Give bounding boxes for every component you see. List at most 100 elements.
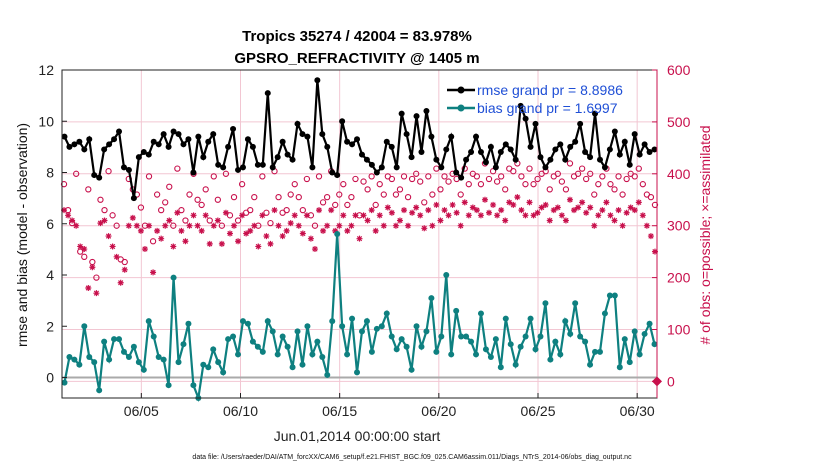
obs-assimilated-point xyxy=(222,209,229,216)
obs-possible-point xyxy=(113,222,120,229)
obs-assimilated-point xyxy=(510,201,517,208)
rmse-point xyxy=(443,146,450,153)
bias-point xyxy=(621,336,628,343)
obs-assimilated-point xyxy=(214,217,221,224)
legend-bias-marker xyxy=(457,104,465,112)
bias-point xyxy=(562,318,569,325)
obs-possible-point xyxy=(137,204,145,211)
chart-title-line2: GPSRO_REFRACTIVITY @ 1405 m xyxy=(234,50,479,67)
bias-point xyxy=(626,359,633,366)
rmse-point xyxy=(215,161,222,168)
obs-possible-point xyxy=(441,173,448,180)
bias-point xyxy=(582,338,589,345)
obs-possible-point xyxy=(554,170,561,177)
bias-point xyxy=(502,315,509,322)
rmse-point xyxy=(91,172,98,179)
rmse-point xyxy=(368,161,375,168)
rmse-point xyxy=(81,146,88,153)
obs-assimilated-point xyxy=(61,207,68,214)
obs-assimilated-point xyxy=(481,196,488,203)
bias-point xyxy=(517,343,524,350)
bias-point xyxy=(532,346,539,353)
obs-possible-point xyxy=(485,175,493,183)
x-tick-label: 06/20 xyxy=(421,403,456,419)
rmse-point xyxy=(552,146,559,153)
obs-assimilated-point xyxy=(251,222,258,229)
rmse-point xyxy=(592,110,599,117)
x-axis-label: Jun.01,2014 00:00:00 start xyxy=(274,428,441,444)
rmse-point xyxy=(577,120,584,127)
obs-assimilated-point xyxy=(283,227,290,234)
bias-point xyxy=(408,366,415,373)
obs-possible-point xyxy=(583,175,590,183)
obs-assimilated-point xyxy=(473,207,480,214)
rmse-point xyxy=(626,161,633,168)
obs-possible-point xyxy=(101,206,108,214)
obs-possible-point xyxy=(105,168,112,175)
bias-point xyxy=(368,348,375,355)
rmse-point xyxy=(354,136,361,143)
obs-possible-point xyxy=(562,186,570,193)
obs-assimilated-point xyxy=(506,199,513,206)
obs-possible-point xyxy=(174,165,181,172)
obs-possible-point xyxy=(425,173,432,180)
rmse-point xyxy=(349,141,356,148)
bias-point xyxy=(448,351,455,358)
obs-assimilated-point xyxy=(376,212,383,219)
obs-assimilated-point xyxy=(65,212,72,219)
obs-possible-point xyxy=(639,181,646,188)
rmse-point xyxy=(378,164,385,171)
bias-point xyxy=(482,346,489,353)
bias-point xyxy=(120,348,127,355)
bias-point xyxy=(150,333,157,340)
obs-possible-point xyxy=(295,194,302,201)
obs-assimilated-point xyxy=(344,227,351,234)
obs-assimilated-point xyxy=(158,235,165,242)
obs-possible-point xyxy=(392,191,400,198)
bias-point xyxy=(170,274,177,281)
obs-possible-point xyxy=(194,196,201,203)
bias-point xyxy=(577,333,584,340)
rmse-point xyxy=(274,154,281,161)
obs-possible-point xyxy=(336,191,343,198)
bias-point xyxy=(116,336,123,343)
rmse-point xyxy=(230,125,237,132)
bias-point xyxy=(443,272,450,278)
obs-assimilated-point xyxy=(336,222,343,229)
obs-assimilated-point xyxy=(113,253,120,260)
rmse-point xyxy=(477,149,484,155)
obs-assimilated-point xyxy=(498,207,505,214)
obs-possible-point xyxy=(631,173,638,180)
rmse-point xyxy=(150,138,157,145)
rmse-point xyxy=(334,172,341,179)
rmse-point xyxy=(448,133,455,140)
rmse-point xyxy=(160,131,167,138)
obs-assimilated-point xyxy=(206,240,213,247)
obs-assimilated-point xyxy=(384,204,391,211)
obs-possible-point xyxy=(352,175,359,183)
rmse-point xyxy=(101,146,108,153)
bias-point xyxy=(373,325,380,332)
obs-assimilated-point xyxy=(279,233,286,240)
rmse-point xyxy=(388,143,395,150)
bias-point xyxy=(329,318,336,325)
obs-assimilated-point xyxy=(170,243,177,250)
obs-possible-point xyxy=(651,201,659,209)
x-axis-ticks: 06/05 06/10 06/15 06/20 06/25 06/30 xyxy=(124,393,655,419)
obs-possible-point xyxy=(368,173,375,180)
rmse-point xyxy=(135,154,142,161)
rmse-point xyxy=(507,146,514,153)
obs-possible-point xyxy=(121,258,128,266)
obs-assimilated-point xyxy=(635,199,642,206)
rmse-point xyxy=(611,128,618,135)
bias-point xyxy=(225,336,232,343)
rmse-series xyxy=(61,77,658,202)
rmse-point xyxy=(363,156,370,163)
obs-assimilated-point xyxy=(364,217,371,224)
obs-assimilated-point xyxy=(380,222,387,229)
rmse-point xyxy=(567,143,574,150)
obs-assimilated-point xyxy=(121,266,128,273)
rmse-point xyxy=(180,141,187,148)
obs-assimilated-point xyxy=(275,222,282,229)
obs-possible-point xyxy=(315,173,323,180)
